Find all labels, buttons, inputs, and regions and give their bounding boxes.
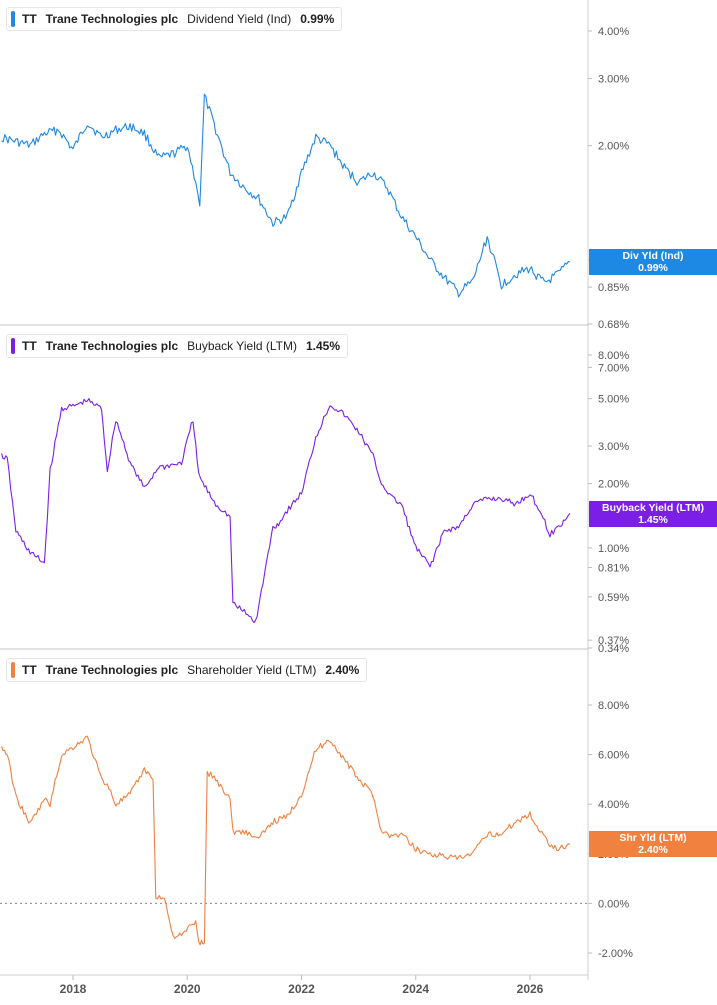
y-tick-label: 0.59% [598,592,629,604]
legend-ticker: TT [22,12,37,26]
x-tick-label: 2020 [174,982,201,996]
y-tick-label: 2.00% [598,141,629,153]
series-line-dividend [1,93,571,298]
legend-value: 1.45% [305,339,341,353]
y-tick-label: 8.00% [598,350,629,362]
y-tick-label: -2.00% [598,948,633,960]
legend-dividend-yield[interactable]: TT Trane Technologies plc Dividend Yield… [6,7,343,31]
x-tick-label: 2022 [288,982,315,996]
legend-ticker: TT [22,663,37,677]
y-tick-label: 4.00% [598,26,629,38]
legend-value: 2.40% [325,663,360,677]
y-tick-label: 0.37% [598,635,629,647]
y-tick-label: 7.00% [598,362,629,374]
y-tick-label: 8.00% [598,700,629,712]
tag-label: Shr Yld (LTM) [619,832,687,844]
tag-value: 2.40% [638,844,668,856]
legend-metric: Buyback Yield (LTM) [187,339,297,353]
y-tick-label: 0.68% [598,319,629,331]
series-color-swatch [11,662,15,678]
x-tick-label: 2024 [402,982,429,996]
tag-value: 1.45% [638,514,668,526]
legend-ticker: TT [22,339,37,353]
legend-shareholder-yield[interactable]: TT Trane Technologies plc Shareholder Yi… [6,658,368,682]
y-tick-label: 5.00% [598,394,629,406]
series-color-swatch [11,11,15,27]
y-tick-label: 4.00% [598,799,629,811]
legend-value: 0.99% [300,12,335,26]
legend-company: Trane Technologies plc [45,339,179,353]
tag-label: Buyback Yield (LTM) [602,502,704,514]
x-tick-label: 2018 [60,982,87,996]
last-value-tag-buyback: Buyback Yield (LTM) 1.45% [589,501,717,527]
legend-buyback-yield[interactable]: TT Trane Technologies plc Buyback Yield … [6,334,349,358]
last-value-tag-dividend: Div Yld (Ind) 0.99% [589,249,717,275]
y-tick-label: 3.00% [598,441,629,453]
y-tick-label: 0.81% [598,562,629,574]
y-tick-label: 0.00% [598,898,629,910]
y-tick-label: 0.85% [598,282,629,294]
y-tick-label: 6.00% [598,750,629,762]
legend-metric: Dividend Yield (Ind) [187,12,292,26]
y-tick-label: 2.00% [598,479,629,491]
tag-value: 0.99% [638,262,668,274]
x-tick-label: 2026 [517,982,544,996]
tag-label: Div Yld (Ind) [622,250,684,262]
legend-company: Trane Technologies plc [45,12,179,26]
y-tick-label: 0.34% [598,643,629,655]
legend-company: Trane Technologies plc [45,663,179,677]
series-color-swatch [11,338,15,354]
legend-metric: Shareholder Yield (LTM) [187,663,317,677]
last-value-tag-shareholder: Shr Yld (LTM) 2.40% [589,831,717,857]
series-line-buyback [1,398,571,624]
series-line-shareholder [1,735,571,946]
y-tick-label: 3.00% [598,74,629,86]
y-tick-label: 1.00% [598,543,629,555]
